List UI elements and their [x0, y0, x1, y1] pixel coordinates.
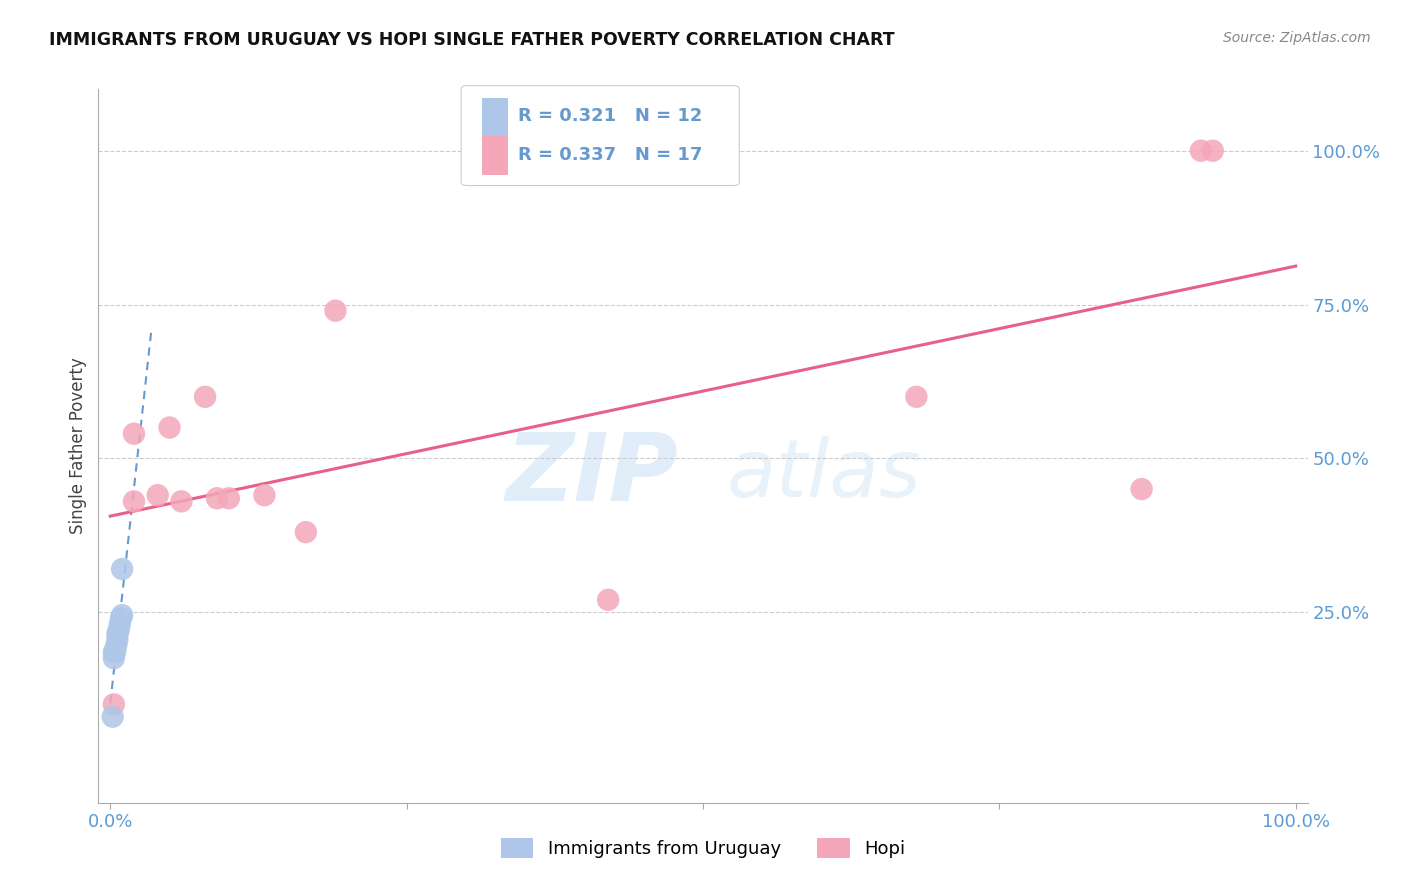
Point [105, 639, 128, 653]
Point [598, 592, 620, 607]
Point [122, 426, 145, 441]
Point [103, 698, 125, 712]
Point [107, 624, 129, 638]
Point [122, 494, 145, 508]
FancyBboxPatch shape [461, 86, 740, 186]
Text: Source: ZipAtlas.com: Source: ZipAtlas.com [1223, 31, 1371, 45]
Point [146, 488, 169, 502]
Point [108, 617, 131, 632]
Point [111, 562, 134, 576]
Text: R = 0.321   N = 12: R = 0.321 N = 12 [517, 107, 703, 125]
Point [1189, 144, 1212, 158]
Point [105, 626, 128, 640]
Point [103, 645, 125, 659]
Point [105, 632, 128, 647]
Point [1202, 144, 1225, 158]
Point [253, 488, 276, 502]
Point [104, 645, 127, 659]
Point [295, 525, 318, 540]
Point [159, 420, 181, 434]
Point [110, 611, 132, 625]
Text: atlas: atlas [727, 435, 922, 514]
Text: R = 0.337   N = 17: R = 0.337 N = 17 [517, 146, 703, 164]
Point [111, 608, 134, 623]
Point [170, 494, 193, 508]
Text: IMMIGRANTS FROM URUGUAY VS HOPI SINGLE FATHER POVERTY CORRELATION CHART: IMMIGRANTS FROM URUGUAY VS HOPI SINGLE F… [49, 31, 894, 49]
Legend: Immigrants from Uruguay, Hopi: Immigrants from Uruguay, Hopi [494, 830, 912, 865]
Point [101, 709, 124, 723]
Point [218, 491, 240, 506]
Point [205, 491, 228, 506]
Text: ZIP: ZIP [506, 428, 679, 521]
FancyBboxPatch shape [482, 98, 509, 137]
FancyBboxPatch shape [482, 136, 509, 175]
Point [194, 390, 217, 404]
Point [905, 390, 928, 404]
Point [103, 651, 125, 665]
Y-axis label: Single Father Poverty: Single Father Poverty [69, 358, 87, 534]
Point [1130, 482, 1153, 496]
Point [325, 303, 347, 318]
